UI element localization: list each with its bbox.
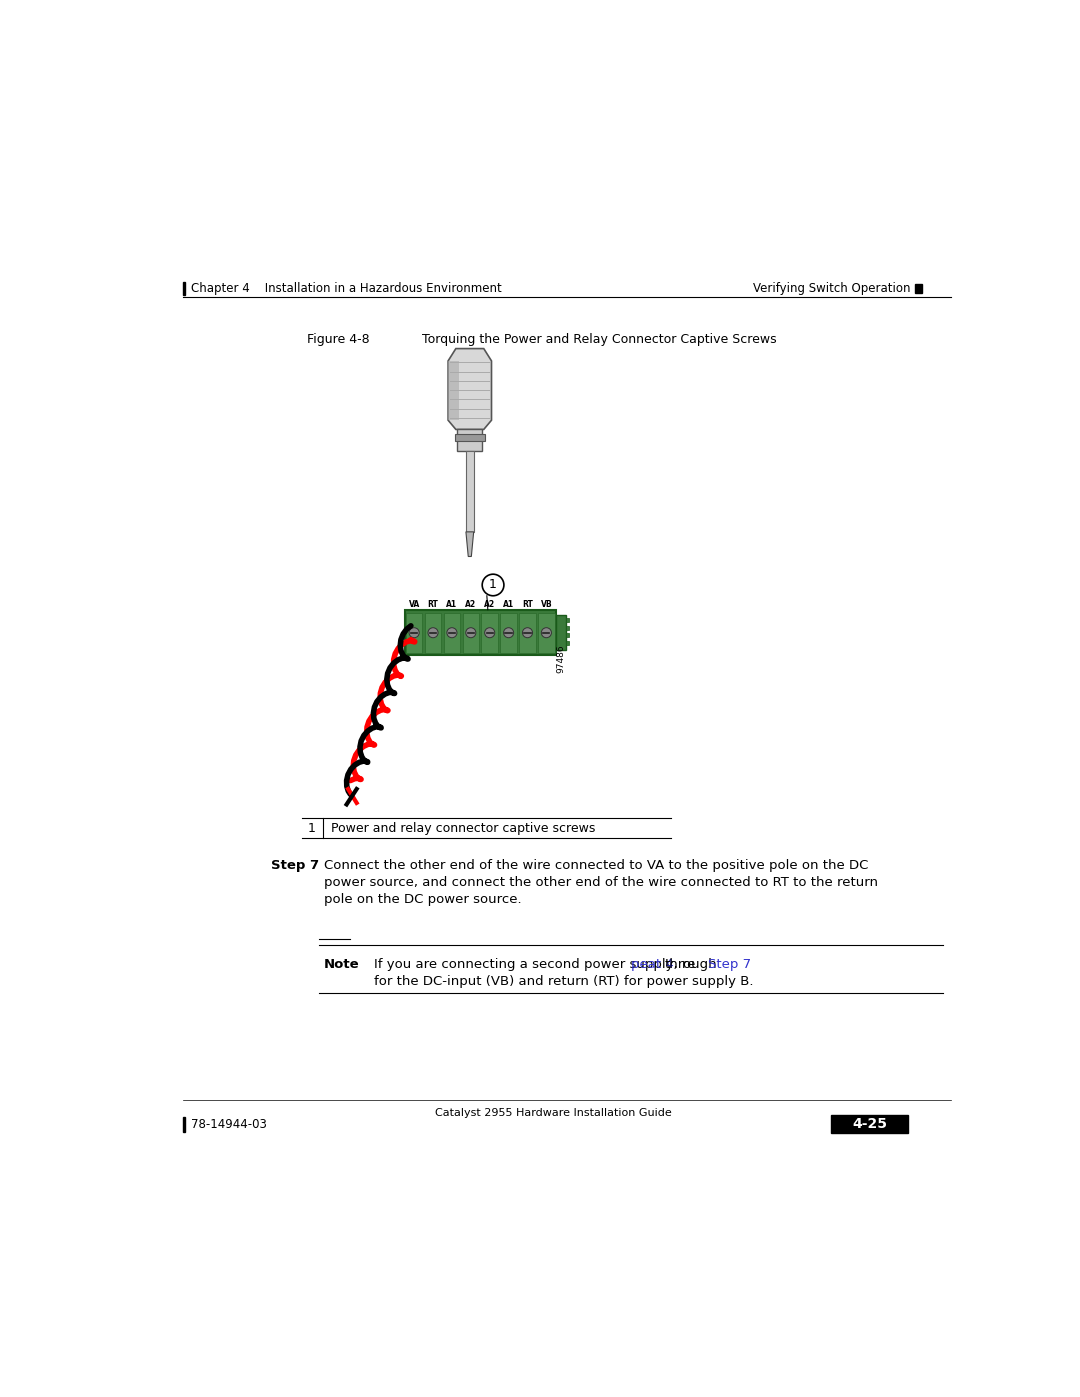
Bar: [566, 617, 569, 622]
Bar: [566, 626, 569, 630]
Text: Verifying Switch Operation: Verifying Switch Operation: [753, 282, 914, 295]
Bar: [538, 613, 555, 652]
Text: VA: VA: [408, 599, 420, 609]
Text: RT: RT: [428, 599, 438, 609]
Text: A1: A1: [446, 599, 458, 609]
Text: Note: Note: [324, 958, 360, 971]
Text: 97486: 97486: [556, 644, 566, 673]
Bar: [831, 1115, 908, 1133]
Text: peat 4: peat 4: [631, 958, 674, 971]
Text: Torquing the Power and Relay Connector Captive Screws: Torquing the Power and Relay Connector C…: [422, 334, 777, 346]
Polygon shape: [448, 349, 491, 429]
Circle shape: [428, 627, 438, 637]
Bar: [465, 451, 474, 532]
Text: power source, and connect the other end of the wire connected to RT to the retur: power source, and connect the other end …: [324, 876, 878, 888]
Bar: [915, 284, 922, 293]
Text: 1: 1: [489, 578, 497, 591]
Circle shape: [465, 627, 476, 637]
Text: A2: A2: [484, 599, 496, 609]
Bar: [566, 633, 569, 637]
Text: Catalyst 2955 Hardware Installation Guide: Catalyst 2955 Hardware Installation Guid…: [435, 1108, 672, 1118]
Bar: [519, 613, 536, 652]
Bar: [500, 613, 517, 652]
Text: Power and relay connector captive screws: Power and relay connector captive screws: [332, 821, 595, 835]
Circle shape: [485, 627, 495, 637]
Bar: [556, 615, 566, 651]
Polygon shape: [465, 532, 474, 556]
Text: Step 7: Step 7: [708, 958, 752, 971]
Text: Chapter 4    Installation in a Hazardous Environment: Chapter 4 Installation in a Hazardous En…: [191, 282, 501, 295]
Text: through: through: [664, 958, 717, 971]
Circle shape: [541, 627, 552, 637]
Text: VB: VB: [541, 599, 552, 609]
Bar: [183, 1118, 186, 1133]
Circle shape: [482, 574, 504, 595]
Bar: [455, 434, 485, 441]
Bar: [566, 641, 569, 645]
Bar: [458, 429, 482, 451]
Circle shape: [447, 627, 457, 637]
Circle shape: [503, 627, 514, 637]
Text: 4-25: 4-25: [852, 1118, 887, 1132]
Circle shape: [523, 627, 532, 637]
Text: for the DC-input (VB) and return (RT) for power supply B.: for the DC-input (VB) and return (RT) fo…: [374, 975, 753, 988]
Bar: [405, 610, 556, 655]
Bar: [462, 613, 480, 652]
Bar: [482, 613, 498, 652]
Bar: [183, 282, 186, 295]
Text: A1: A1: [503, 599, 514, 609]
Polygon shape: [448, 360, 459, 420]
Text: Step 7: Step 7: [271, 859, 319, 872]
Bar: [406, 613, 422, 652]
Circle shape: [409, 627, 419, 637]
Bar: [444, 613, 460, 652]
Text: Figure 4-8: Figure 4-8: [307, 334, 369, 346]
Text: RT: RT: [522, 599, 532, 609]
Text: 1: 1: [308, 821, 315, 835]
Text: A2: A2: [465, 599, 476, 609]
Text: pole on the DC power source.: pole on the DC power source.: [324, 893, 522, 907]
Bar: [424, 613, 442, 652]
Text: Connect the other end of the wire connected to VA to the positive pole on the DC: Connect the other end of the wire connec…: [324, 859, 868, 872]
Text: If you are connecting a second power supply, re: If you are connecting a second power sup…: [374, 958, 696, 971]
Text: 78-14944-03: 78-14944-03: [191, 1118, 267, 1132]
